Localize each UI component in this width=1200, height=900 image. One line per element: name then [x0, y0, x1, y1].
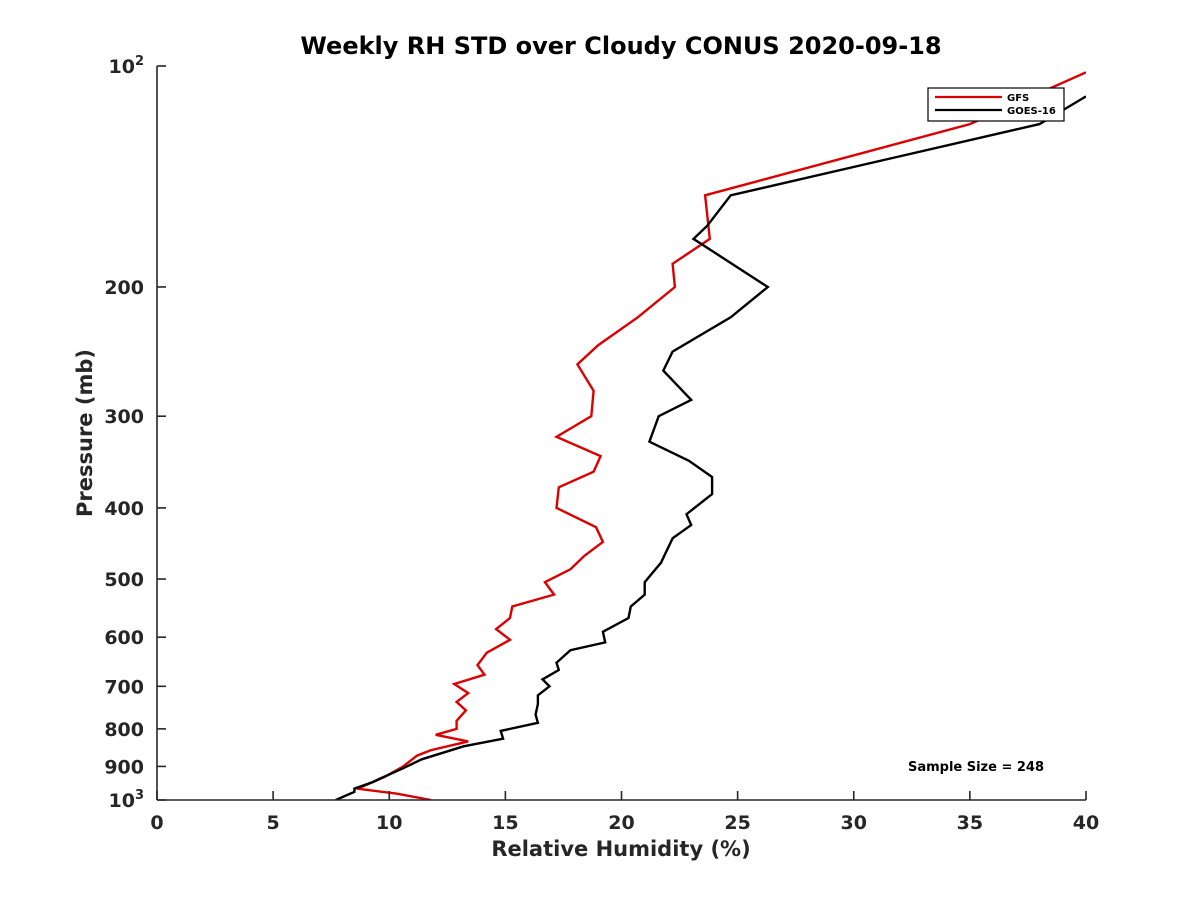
chart-title: Weekly RH STD over Cloudy CONUS 2020-09-… — [300, 32, 941, 60]
y-tick-label: 102 — [109, 54, 145, 78]
x-tick-label: 20 — [608, 812, 634, 834]
legend-box — [927, 87, 1065, 122]
series-layer — [335, 71, 1086, 800]
y-axis-label: Pressure (mb) — [73, 349, 97, 517]
x-tick-label: 0 — [150, 812, 163, 834]
x-tick-label: 15 — [492, 812, 518, 834]
y-tick-label: 900 — [104, 756, 144, 778]
x-tick-label: 5 — [267, 812, 280, 834]
x-tick-label: 10 — [376, 812, 402, 834]
legend: GFS GOES-16 — [927, 87, 1065, 122]
y-tick-label: 400 — [104, 498, 144, 520]
sample-size-annotation: Sample Size = 248 — [908, 760, 1044, 775]
plot-area: 0 5 10 15 20 25 30 35 40 102 200 300 400 500 600 700 80… — [104, 54, 1099, 834]
y-tick-label: 600 — [104, 627, 144, 649]
x-tick-label: 25 — [724, 812, 750, 834]
x-tick-label: 40 — [1073, 812, 1099, 834]
series-line-gfs — [356, 71, 1086, 800]
x-tick-label: 35 — [957, 812, 983, 834]
series-line-goes-16 — [335, 95, 1086, 800]
y-tick-label: 700 — [104, 676, 144, 698]
y-tick-label: 300 — [104, 406, 144, 428]
x-tick-label: 30 — [841, 812, 867, 834]
y-tick-label: 500 — [104, 569, 144, 591]
legend-entry-label: GFS — [1007, 93, 1029, 104]
y-tick-label: 200 — [104, 277, 144, 299]
legend-entry-label: GOES-16 — [1007, 106, 1056, 117]
x-axis-ticks: 0 5 10 15 20 25 30 35 40 — [150, 791, 1099, 834]
y-tick-label: 800 — [104, 719, 144, 741]
x-axis-label: Relative Humidity (%) — [491, 837, 750, 861]
y-axis-ticks: 102 200 300 400 500 600 700 800 900 103 — [104, 54, 166, 812]
y-tick-label: 103 — [109, 788, 145, 812]
